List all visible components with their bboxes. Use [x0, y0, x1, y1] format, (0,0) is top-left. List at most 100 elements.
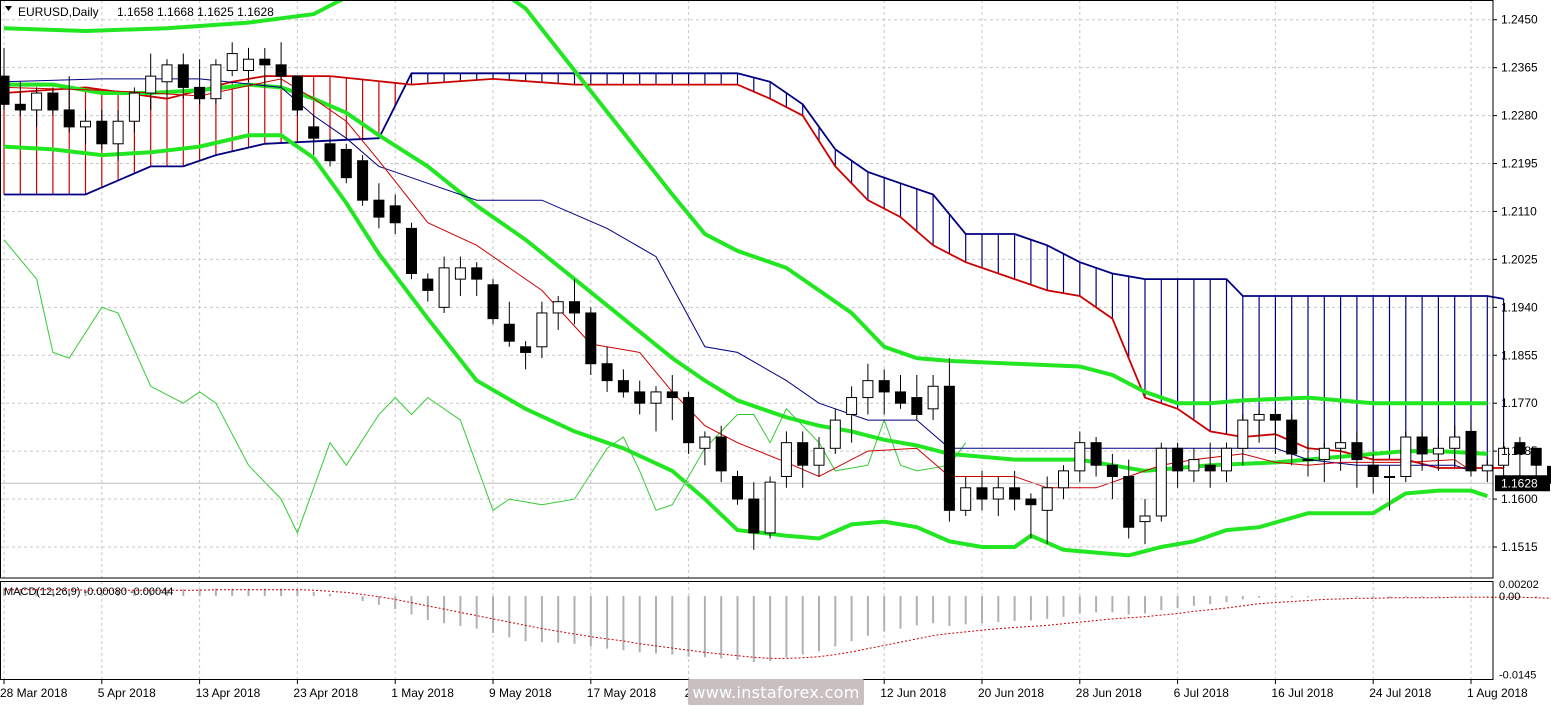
- candle-body: [1204, 464, 1216, 472]
- candle-body: [960, 487, 972, 511]
- candle-body: [536, 312, 548, 348]
- price-tick-label: 1.2280: [1501, 109, 1538, 123]
- symbol-header: EURUSD,Daily: [18, 5, 99, 19]
- candle-body: [1155, 447, 1167, 517]
- tenkan-sen-line: [3, 78, 1472, 489]
- axes: 1.2450 1.2365 1.2280 1.2195 1.2110 1.2025 1.19…: [0, 13, 1550, 700]
- candle-body: [829, 419, 841, 449]
- candle-body: [878, 380, 890, 393]
- price-tick-label: 1.2365: [1501, 61, 1538, 75]
- macd-tick-label: 0.00: [1499, 591, 1520, 603]
- date-tick-label: 20 Jun 2018: [978, 686, 1044, 700]
- candle-body: [194, 86, 206, 100]
- candle-body: [487, 284, 499, 320]
- candle-body: [1351, 442, 1363, 461]
- candle-body: [601, 363, 613, 382]
- candle-body: [1481, 464, 1493, 472]
- macd-tick-label: -0.0145: [1499, 670, 1536, 682]
- macd-tick-label: 0.00202: [1499, 579, 1539, 591]
- candle-body: [1221, 447, 1232, 472]
- date-tick-label: 13 Apr 2018: [196, 686, 261, 700]
- candles: [0, 42, 1551, 550]
- candle-body: [373, 199, 385, 218]
- candle-body: [1432, 447, 1444, 455]
- chikou-span-line: [3, 239, 967, 535]
- candle-body: [308, 126, 320, 139]
- chart-menu-triangle-icon[interactable]: [5, 6, 12, 11]
- candle-body: [47, 92, 59, 111]
- price-tick-label: 1.2195: [1501, 157, 1538, 171]
- ohlc-header: 1.1658 1.1668 1.1625 1.1628: [117, 5, 274, 19]
- price-tick-label: 1.1600: [1501, 492, 1538, 506]
- candle-body: [1106, 464, 1118, 477]
- candle-body: [666, 391, 678, 399]
- candle-body: [471, 267, 483, 280]
- bollinger-lower-line: [3, 133, 1488, 558]
- candle-body: [210, 64, 222, 100]
- candle-body: [1041, 487, 1053, 511]
- candle-body: [1286, 419, 1298, 455]
- candle-body: [748, 498, 760, 534]
- candle-body: [324, 143, 336, 162]
- candle-body: [259, 58, 271, 66]
- candle-body: [1335, 442, 1347, 449]
- candle-body: [438, 267, 450, 308]
- date-tick-label: 1 Aug 2018: [1467, 686, 1528, 700]
- date-tick-label: 1 May 2018: [391, 686, 454, 700]
- candle-body: [813, 447, 825, 466]
- candle-body: [291, 75, 303, 111]
- candle-body: [911, 397, 923, 415]
- price-tick-label: 1.1855: [1501, 348, 1538, 362]
- candle-body: [1318, 447, 1330, 461]
- date-tick-label: 6 Jul 2018: [1174, 686, 1230, 700]
- candle-body: [634, 391, 646, 404]
- date-tick-label: 24 Jul 2018: [1369, 686, 1431, 700]
- last-price-label: 1.1628: [1501, 476, 1538, 490]
- candle-body: [1449, 436, 1461, 449]
- candle-body: [1139, 515, 1151, 523]
- candle-body: [243, 58, 254, 71]
- ichimoku-cloud: [3, 72, 1505, 469]
- candle-body: [275, 64, 287, 77]
- candle-body: [1058, 470, 1069, 489]
- candle-body: [63, 109, 75, 128]
- candle-body: [1400, 436, 1412, 477]
- candle-body: [992, 487, 1004, 500]
- candle-body: [1416, 436, 1428, 455]
- price-panel-frame: [0, 0, 1494, 579]
- bollinger-upper-line: [3, 0, 1488, 406]
- candle-body: [128, 92, 140, 122]
- candle-body: [1498, 447, 1510, 466]
- candle-body: [976, 487, 988, 500]
- candle-body: [1384, 475, 1395, 478]
- candle-body: [422, 278, 434, 291]
- candle-body: [14, 103, 26, 111]
- candle-body: [1302, 459, 1314, 462]
- candle-body: [112, 120, 124, 145]
- candle-body: [1074, 442, 1086, 472]
- candle-body: [1009, 487, 1021, 500]
- date-tick-label: 23 Apr 2018: [293, 686, 358, 700]
- candle-body: [552, 301, 564, 314]
- candle-body: [1530, 447, 1542, 466]
- watermark: www.instaforex.com: [688, 679, 864, 705]
- candle-body: [585, 312, 597, 365]
- candle-body: [96, 120, 108, 145]
- date-tick-label: 12 Jun 2018: [880, 686, 946, 700]
- candle-body: [943, 385, 955, 511]
- candle-body: [780, 442, 792, 477]
- senkou-span-a-line: [4, 72, 1504, 300]
- candle-body: [340, 148, 352, 179]
- candle-body: [1188, 459, 1200, 472]
- price-tick-label: 1.1515: [1501, 540, 1538, 554]
- macd-signal-line: [4, 589, 1551, 659]
- candle-body: [389, 205, 401, 224]
- candle-body: [797, 442, 809, 466]
- price-tick-label: 1.1770: [1501, 396, 1538, 410]
- candle-body: [1123, 475, 1135, 528]
- candle-body: [406, 227, 417, 274]
- kijun-sen-line: [3, 78, 1472, 472]
- candle-body: [650, 391, 662, 404]
- candle-body: [1025, 498, 1037, 506]
- watermark-text: www.instaforex.com: [692, 682, 860, 702]
